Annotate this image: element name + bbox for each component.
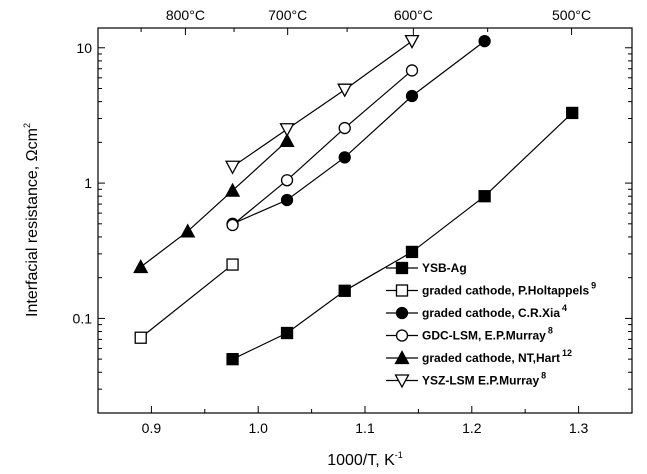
data-point <box>478 34 491 48</box>
top-tick-label: 700°C <box>268 7 307 23</box>
legend-marker <box>395 306 409 320</box>
series-layer <box>133 34 579 366</box>
series-line <box>232 112 573 360</box>
data-point <box>338 121 351 135</box>
legend-label: graded cathode, NT,Hart 12 <box>422 348 572 365</box>
data-point <box>338 284 351 297</box>
y-axis-ticks: 0.1 1 10 <box>73 40 105 414</box>
data-point <box>180 223 196 238</box>
top-tick-label: 500°C <box>552 7 591 23</box>
series-4 <box>133 133 295 274</box>
y-tick-label: 10 <box>76 40 92 56</box>
x-tick-label: 1.3 <box>569 420 589 436</box>
x-tick-label: 0.9 <box>142 420 162 436</box>
legend-label: GDC-LSM, E.P.Murray 8 <box>422 326 553 343</box>
y-tick-label: 1 <box>84 175 92 191</box>
data-point <box>405 245 419 259</box>
data-point <box>478 190 491 203</box>
series-line <box>232 40 413 168</box>
legend-marker <box>395 329 409 342</box>
legend-entry: graded cathode, C.R.Xia 4 <box>386 303 567 320</box>
data-point <box>134 331 147 344</box>
x-tick-label: 1.2 <box>462 420 482 436</box>
series-line <box>232 69 413 226</box>
legend-label: YSZ-LSM E.P.Murray 8 <box>422 371 546 388</box>
data-point <box>280 193 294 207</box>
data-point <box>566 106 579 120</box>
series-1 <box>134 258 239 344</box>
data-point <box>279 123 295 138</box>
data-point <box>226 218 239 232</box>
top-tick-label: 800°C <box>166 7 205 23</box>
legend-marker <box>395 284 409 297</box>
series-3 <box>226 64 419 232</box>
legend-entry: YSZ-LSM E.P.Murray 8 <box>386 371 546 389</box>
x-tick-label: 1.0 <box>248 420 268 436</box>
series-line <box>140 264 233 339</box>
series-line <box>232 40 485 225</box>
y-tick-label: 0.1 <box>73 310 93 326</box>
data-point <box>226 353 239 366</box>
data-point <box>337 83 353 98</box>
right-axis-ticks <box>625 47 632 414</box>
legend: YSB-Ag graded cathode, P.Holtappels 9 grade… <box>386 261 596 389</box>
legend-label: graded cathode, P.Holtappels 9 <box>422 281 596 298</box>
series-2 <box>226 34 491 230</box>
legend-marker <box>394 374 410 389</box>
data-point <box>404 34 420 49</box>
y-axis-title: Interfacial resistance, Ωcm2 <box>22 123 41 317</box>
legend-entry: GDC-LSM, E.P.Murray 8 <box>386 326 553 343</box>
data-point <box>405 64 419 77</box>
data-point <box>405 89 419 103</box>
x-axis-ticks: 0.9 1.0 1.1 1.2 1.3 <box>97 406 633 436</box>
legend-entry: graded cathode, NT,Hart 12 <box>386 348 572 365</box>
legend-entry: graded cathode, P.Holtappels 9 <box>386 281 596 298</box>
data-point <box>224 160 241 175</box>
legend-marker <box>394 350 410 365</box>
data-point <box>224 182 241 197</box>
series-5 <box>224 34 420 175</box>
top-temperature-axis: 800°C 700°C 600°C 500°C <box>140 7 591 35</box>
data-point <box>279 133 295 148</box>
data-point <box>226 258 239 271</box>
data-point <box>133 259 149 274</box>
series-line <box>140 140 288 268</box>
series-0 <box>226 106 579 366</box>
legend-marker <box>395 261 409 275</box>
legend-label: graded cathode, C.R.Xia 4 <box>422 303 567 320</box>
data-point <box>280 326 294 340</box>
data-point <box>338 151 351 164</box>
x-axis-title: 1000/T, K-1 <box>327 450 403 469</box>
data-point <box>280 174 294 187</box>
top-tick-label: 600°C <box>394 7 433 23</box>
legend-entry: YSB-Ag <box>386 261 467 275</box>
x-tick-label: 1.1 <box>355 420 375 436</box>
legend-label: YSB-Ag <box>422 261 467 275</box>
